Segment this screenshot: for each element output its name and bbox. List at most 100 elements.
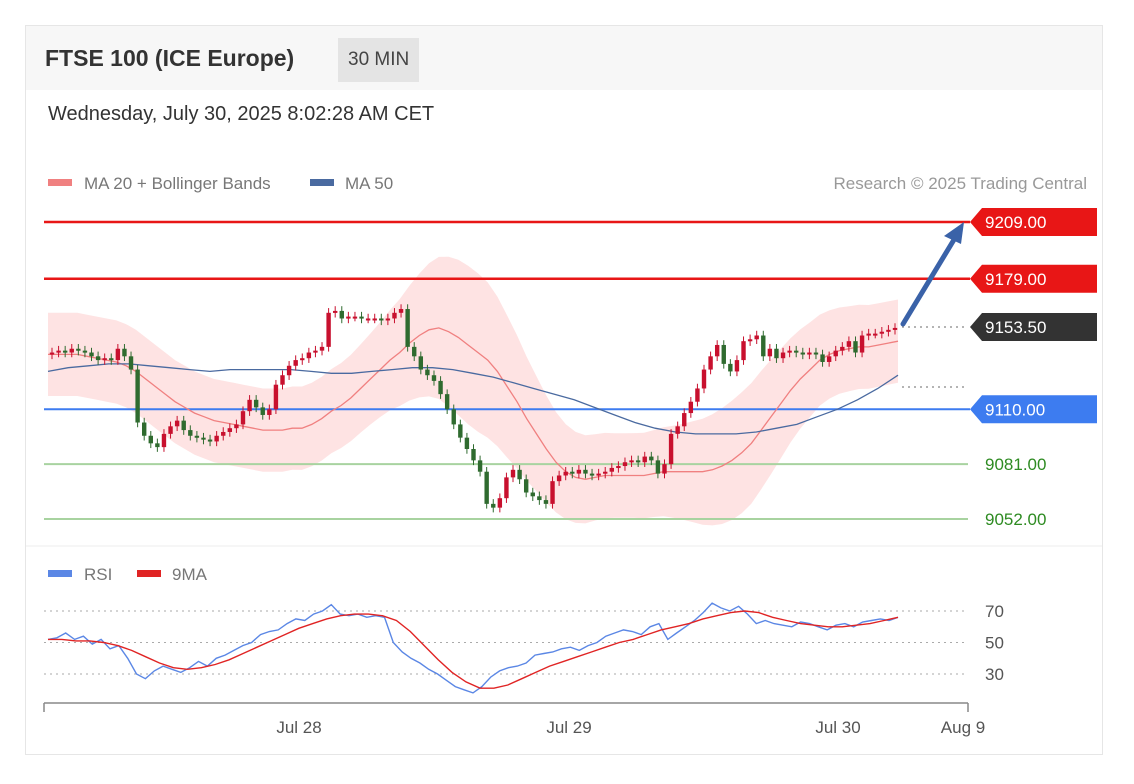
- candle-body: [833, 350, 838, 357]
- candle: [148, 431, 153, 449]
- instrument-title: FTSE 100 (ICE Europe): [45, 45, 295, 71]
- candle-body: [379, 318, 384, 321]
- candle-body: [491, 503, 496, 508]
- candle: [451, 404, 456, 430]
- candle: [102, 353, 107, 365]
- candle: [497, 493, 503, 513]
- candle: [392, 308, 397, 324]
- candle-body: [142, 422, 147, 436]
- support-label-1: 9081.00: [985, 455, 1046, 474]
- candle: [280, 370, 285, 390]
- candle: [398, 304, 404, 318]
- projection-arrowhead: [944, 222, 964, 244]
- x-tick-label: Jul 30: [815, 718, 860, 737]
- candle: [853, 336, 858, 358]
- candle-body: [300, 358, 305, 361]
- candle-body: [774, 348, 779, 359]
- candle: [122, 344, 127, 362]
- candle-body: [385, 318, 391, 321]
- x-tick-label: Aug 9: [941, 718, 985, 737]
- rsi-legend-swatch: [48, 570, 72, 577]
- candle-body: [260, 407, 265, 415]
- candle: [563, 466, 568, 481]
- candle: [668, 429, 674, 469]
- candle-body: [240, 411, 246, 425]
- rsi-tick-label: 50: [985, 634, 1004, 653]
- candle: [128, 351, 134, 375]
- candle: [247, 395, 252, 416]
- candle: [701, 364, 707, 394]
- candle: [135, 364, 140, 428]
- candle-body: [576, 469, 582, 474]
- candle-body: [102, 358, 107, 361]
- candle: [471, 444, 476, 466]
- candle-body: [464, 437, 470, 450]
- candle-body: [115, 348, 121, 361]
- candle-body: [543, 500, 549, 504]
- candle: [293, 355, 298, 371]
- candle: [56, 345, 61, 358]
- timeframe-badge[interactable]: 30 MIN: [338, 38, 420, 82]
- candle-body: [596, 473, 601, 476]
- candle: [339, 306, 344, 324]
- candle-body: [352, 316, 358, 319]
- candle: [616, 461, 621, 473]
- resistance-label-1: 9209.00: [985, 213, 1046, 232]
- candle: [761, 330, 766, 362]
- candle-body: [675, 426, 680, 434]
- candle-body: [332, 310, 338, 313]
- resistance-label-2: 9179.00: [985, 270, 1046, 289]
- candle-body: [570, 471, 575, 474]
- candle-body: [655, 460, 661, 474]
- candle: [352, 311, 358, 322]
- candle-body: [194, 435, 200, 438]
- candle-body: [662, 464, 667, 474]
- candle-body: [76, 348, 81, 351]
- candle: [589, 468, 595, 481]
- candle-body: [444, 394, 450, 410]
- candle: [609, 463, 615, 477]
- candle-body: [583, 469, 588, 474]
- rsi-tick-label: 30: [985, 665, 1004, 684]
- resistance-label-1-tag: [970, 208, 1097, 236]
- candle-body: [629, 460, 634, 463]
- candle-body: [227, 428, 233, 432]
- candle-body: [221, 431, 226, 436]
- candle-body: [418, 356, 424, 370]
- candle-body: [820, 354, 825, 362]
- candle-body: [484, 471, 489, 504]
- candle-body: [873, 333, 878, 336]
- candle: [260, 402, 265, 420]
- candle-body: [425, 369, 430, 376]
- candle-body: [188, 430, 193, 436]
- candle: [728, 359, 733, 377]
- candle-body: [761, 335, 766, 357]
- candle: [840, 342, 845, 356]
- candle: [273, 379, 279, 415]
- candle-body: [609, 467, 615, 472]
- candle-body: [721, 344, 726, 364]
- candle: [412, 342, 417, 362]
- candle-body: [168, 426, 173, 434]
- candle-body: [214, 435, 219, 442]
- candle: [859, 330, 865, 358]
- candle-body: [82, 350, 88, 353]
- candle: [787, 345, 792, 358]
- candle: [550, 476, 555, 509]
- candle-body: [247, 399, 252, 412]
- candle: [379, 313, 384, 326]
- candle: [300, 353, 305, 365]
- candle: [635, 455, 641, 467]
- candle: [866, 328, 871, 341]
- last-price-label-tag: [970, 312, 1097, 341]
- candle: [332, 306, 338, 318]
- candle-body: [530, 492, 535, 497]
- candle: [629, 455, 634, 467]
- candle-body: [517, 469, 522, 480]
- candle: [431, 370, 437, 386]
- candle: [458, 419, 463, 443]
- candle: [491, 499, 496, 513]
- candle: [892, 323, 898, 335]
- candle-body: [148, 435, 153, 444]
- candle-body: [747, 339, 753, 342]
